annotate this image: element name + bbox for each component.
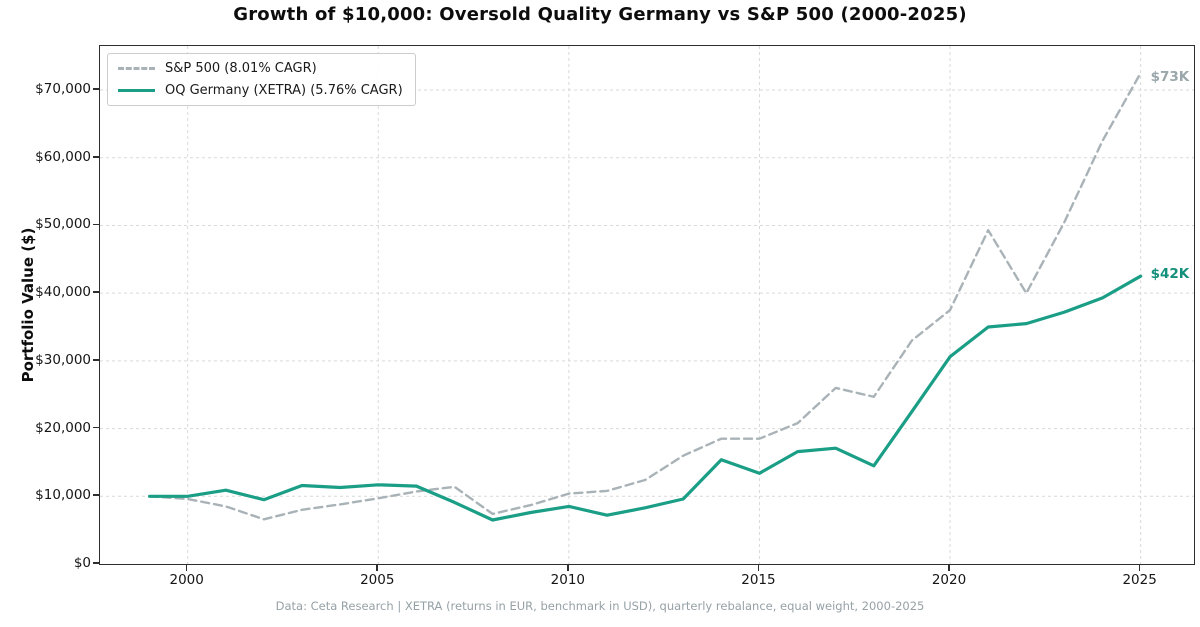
- benchmark-line-sample-icon: [118, 67, 155, 70]
- y-tick-mark: [93, 88, 99, 90]
- y-tick-mark: [93, 426, 99, 429]
- x-tick-mark: [567, 565, 569, 571]
- plot-area: S&P 500 (8.01% CAGR) OQ Germany (XETRA) …: [99, 45, 1195, 565]
- y-tick-mark: [93, 562, 99, 564]
- y-tick-label: $10,000: [35, 487, 91, 504]
- y-tick-mark: [93, 155, 99, 158]
- x-tick-mark: [948, 565, 950, 571]
- y-tick-label: $30,000: [35, 351, 91, 368]
- strategy-series-line: [147, 274, 1143, 522]
- strategy-line-sample-icon: [118, 89, 155, 92]
- benchmark-end-value-label: $73K: [1150, 69, 1190, 86]
- y-tick-label: $50,000: [35, 216, 91, 233]
- x-tick-label: 2005: [360, 572, 395, 588]
- legend-item-strategy: OQ Germany (XETRA) (5.76% CAGR): [118, 83, 403, 98]
- y-tick-mark: [93, 291, 99, 293]
- legend-label-strategy: OQ Germany (XETRA) (5.76% CAGR): [165, 83, 403, 98]
- benchmark-series-line: [148, 71, 1142, 521]
- x-tick-label: 2010: [550, 572, 586, 588]
- y-tick-mark: [93, 223, 99, 226]
- y-tick-mark: [93, 494, 99, 497]
- y-tick-label: $0: [73, 555, 91, 571]
- y-tick-label: $40,000: [35, 284, 91, 301]
- chart-title: Growth of $10,000: Oversold Quality Germ…: [233, 4, 967, 25]
- x-tick-label: 2020: [931, 572, 967, 588]
- y-tick-label: $20,000: [35, 419, 91, 436]
- legend-label-benchmark: S&P 500 (8.01% CAGR): [165, 61, 317, 76]
- data-source-caption: Data: Ceta Research | XETRA (returns in …: [275, 599, 925, 613]
- x-tick-label: 2000: [169, 572, 204, 588]
- y-tick-label: $60,000: [35, 148, 91, 165]
- x-tick-mark: [1138, 565, 1141, 571]
- plot-canvas: [100, 46, 1194, 564]
- x-tick-mark: [376, 565, 379, 571]
- legend-item-benchmark: S&P 500 (8.01% CAGR): [118, 61, 403, 76]
- x-tick-label: 2025: [1122, 572, 1157, 588]
- x-tick-label: 2015: [741, 572, 776, 588]
- x-tick-mark: [757, 565, 760, 571]
- x-tick-mark: [185, 565, 188, 571]
- y-tick-mark: [93, 359, 99, 361]
- y-tick-label: $70,000: [35, 81, 91, 97]
- strategy-end-value-label: $42K: [1150, 266, 1190, 283]
- legend: S&P 500 (8.01% CAGR) OQ Germany (XETRA) …: [107, 53, 416, 106]
